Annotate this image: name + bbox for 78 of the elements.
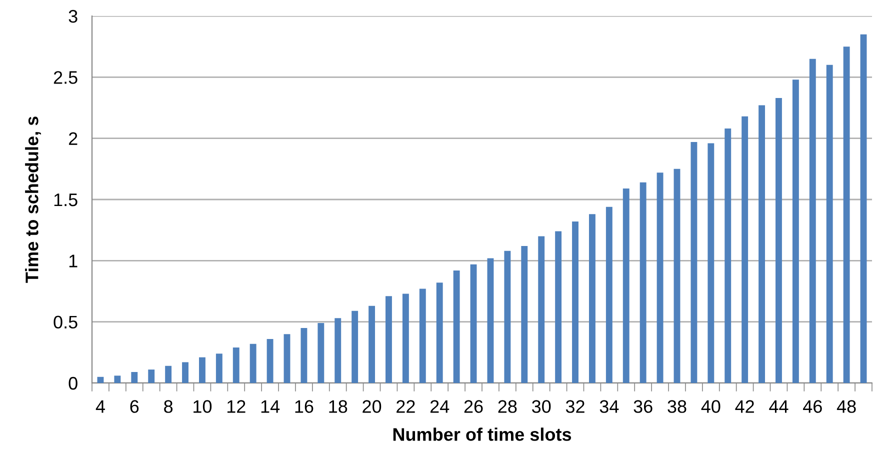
bar [860,34,867,383]
bar [555,231,562,383]
bar [674,168,680,383]
y-tick-label: 1 [69,254,78,268]
bar [114,376,121,383]
x-tick-label: 40 [701,400,720,413]
bar [504,250,511,383]
bar [97,376,104,383]
bar [165,366,172,383]
x-tick-label: 36 [634,400,652,413]
bar [334,318,342,383]
bar [487,258,494,383]
x-tick-label: 28 [498,400,517,413]
x-tick-label: 16 [295,400,314,413]
bar [724,128,732,383]
y-tick-label: 0.5 [54,316,78,329]
bar [368,306,376,383]
bar [419,288,426,383]
bar [606,206,612,383]
bar [843,46,850,383]
x-tick-label: 22 [396,400,415,413]
bar [284,334,290,383]
y-axis-title: Time to schedule, s [25,116,41,283]
x-tick-label: 30 [532,400,551,413]
x-tick-label: 4 [96,400,105,413]
x-tick-label: 20 [362,400,382,413]
x-tick-label: 38 [668,400,686,413]
bar [386,296,392,383]
x-tick-label: 42 [735,400,754,413]
y-tick-label: 1.5 [54,194,78,206]
bar [402,294,409,383]
bar [148,370,155,383]
x-tick-label: 46 [803,400,822,413]
x-axis-title: Number of time slots [393,428,572,441]
x-tick-label: 12 [227,400,246,413]
bar [436,282,443,383]
x-tick-label: 34 [600,400,619,413]
bar [131,372,138,383]
bar [198,357,206,383]
x-tick-label: 6 [130,400,139,413]
bar [809,58,816,383]
bar [572,222,578,383]
x-tick-label: 44 [769,400,788,413]
bar [318,323,324,383]
bar [538,236,545,383]
bar [758,105,766,383]
bar [656,172,664,383]
bar [776,98,782,383]
bar [690,142,698,383]
x-tick-label: 26 [464,400,483,413]
bar [232,348,240,383]
x-tick-label: 48 [836,400,856,413]
bar [470,264,477,383]
bar [708,143,714,383]
x-tick-label: 24 [430,400,450,413]
y-tick-label: 2 [68,132,78,145]
bar [521,246,528,383]
bar [216,354,222,383]
bar [588,214,596,383]
x-tick-label: 10 [194,400,212,413]
bar [266,338,274,383]
bar [826,64,833,383]
y-tick-label: 3 [68,10,78,23]
bar [622,188,630,383]
x-tick-label: 18 [329,400,348,413]
y-tick-label: 0 [68,376,78,390]
bar [453,270,460,383]
bar [182,362,188,383]
x-tick-label: 14 [261,400,280,413]
bar [792,80,799,383]
x-tick-label: 8 [164,400,173,413]
x-tick-label: 32 [566,400,584,413]
bar [742,116,748,383]
bar [640,182,646,383]
bar [250,344,256,383]
bar [352,310,358,383]
bar [300,328,308,383]
y-tick-label: 2.5 [54,71,78,84]
